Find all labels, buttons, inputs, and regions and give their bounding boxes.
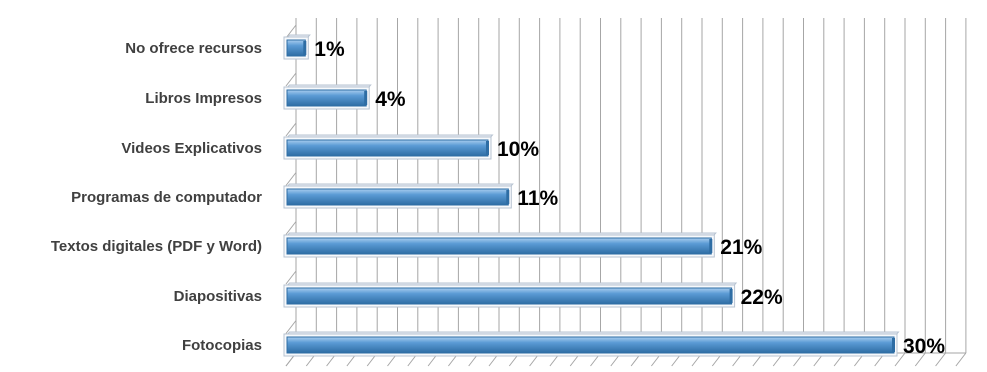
category-label: Programas de computador bbox=[71, 189, 262, 206]
category-label: Videos Explicativos bbox=[121, 140, 262, 157]
data-label: 10% bbox=[497, 138, 539, 161]
gridline-wall bbox=[285, 122, 297, 137]
data-label: 4% bbox=[375, 88, 406, 111]
bar bbox=[283, 331, 900, 357]
gridline-wall bbox=[285, 72, 297, 87]
gridline-floor bbox=[914, 352, 926, 367]
chart-bars bbox=[283, 34, 900, 357]
category-label: Diapositivas bbox=[174, 288, 262, 305]
category-label: Fotocopias bbox=[182, 337, 262, 354]
bar bbox=[283, 282, 738, 308]
bar-end-cap bbox=[892, 338, 895, 352]
bar-front-face bbox=[286, 287, 733, 305]
bar-front-face bbox=[286, 188, 509, 206]
gridline-wall bbox=[285, 221, 297, 235]
gridline-wall bbox=[285, 270, 297, 285]
data-label: 1% bbox=[314, 38, 345, 61]
bar-front-face bbox=[286, 139, 489, 157]
bar-front-face bbox=[286, 89, 367, 107]
bar-end-cap bbox=[486, 141, 489, 155]
data-label: 11% bbox=[517, 187, 558, 210]
category-label: No ofrece recursos bbox=[125, 40, 262, 57]
gridline-floor bbox=[955, 352, 967, 367]
gridline-floor bbox=[894, 352, 906, 367]
bar bbox=[283, 183, 514, 209]
bar-end-cap bbox=[729, 289, 733, 303]
gridline-wall bbox=[285, 320, 297, 334]
bar-end-cap bbox=[709, 239, 713, 253]
data-label: 30% bbox=[903, 335, 945, 358]
bar-front-face bbox=[286, 336, 895, 354]
bar-end-cap bbox=[364, 91, 368, 105]
bar-end-cap bbox=[303, 41, 307, 55]
bar-front-face bbox=[286, 39, 306, 57]
category-label: Textos digitales (PDF y Word) bbox=[51, 238, 262, 255]
gridline-wall bbox=[285, 24, 297, 39]
bar bbox=[283, 84, 372, 110]
bar-end-cap bbox=[506, 190, 510, 204]
category-label: Libros Impresos bbox=[145, 90, 262, 107]
data-label: 22% bbox=[741, 286, 783, 309]
category-axis: No ofrece recursos Libros Impresos Videos … bbox=[51, 40, 262, 354]
bar bbox=[283, 134, 494, 160]
data-label: 21% bbox=[720, 236, 762, 259]
bar-front-face bbox=[286, 237, 712, 255]
bar bbox=[283, 232, 717, 258]
bar bbox=[283, 34, 311, 60]
gridline-floor bbox=[935, 352, 946, 367]
value-labels: 1% 4% 10% 11% 21% 22% 30% bbox=[314, 38, 945, 358]
gridline-wall bbox=[285, 172, 297, 186]
